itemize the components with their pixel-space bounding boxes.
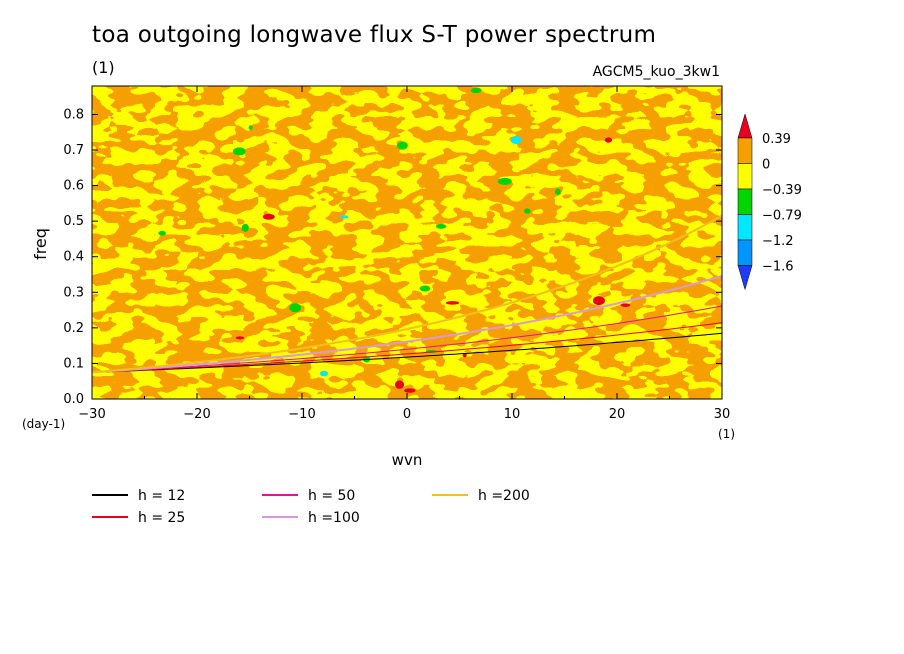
speck bbox=[319, 370, 329, 377]
speck bbox=[394, 380, 405, 389]
speck bbox=[445, 301, 460, 305]
y-unit-label: (day-1) bbox=[22, 417, 65, 431]
colorbar-segment bbox=[737, 214, 753, 241]
y-tick-label: 0.5 bbox=[63, 214, 84, 229]
colorbar-segment bbox=[737, 163, 753, 190]
x-tick-label: −20 bbox=[183, 407, 210, 422]
dispersion-curve-200 bbox=[92, 214, 722, 374]
y-tick-label: 0.1 bbox=[63, 356, 84, 371]
x-unit-label: (1) bbox=[718, 427, 735, 441]
colorbar-level-label: 0 bbox=[762, 158, 770, 173]
dispersion-curves bbox=[92, 214, 722, 374]
speck bbox=[435, 224, 447, 229]
y-tick-label: 0.6 bbox=[63, 179, 84, 194]
speck bbox=[397, 141, 408, 150]
dispersion-curve-12 bbox=[92, 332, 722, 373]
y-tick-label: 0.3 bbox=[63, 285, 84, 300]
contour-field bbox=[92, 86, 722, 399]
legend-label-25: h = 25 bbox=[138, 510, 185, 526]
colorbar-segment bbox=[737, 188, 753, 215]
speck bbox=[340, 215, 349, 219]
colorbar: 0.39 0 −0.39 −0.79 −1.2 −1.6 bbox=[737, 113, 802, 291]
colorbar-segment bbox=[737, 239, 753, 266]
y-tick-label: 0.7 bbox=[63, 143, 84, 158]
x-tick-label: 10 bbox=[504, 407, 521, 422]
x-axis: −30 −20 −10 0 10 20 30 bbox=[78, 86, 730, 422]
y-tick-label: 0.0 bbox=[63, 392, 84, 407]
chart-title: toa outgoing longwave flux S-T power spe… bbox=[92, 22, 657, 48]
speck bbox=[604, 137, 613, 143]
speck bbox=[289, 303, 302, 313]
x-tick-label: 30 bbox=[714, 407, 731, 422]
legend-label-12: h = 12 bbox=[138, 488, 185, 504]
colorbar-segment bbox=[737, 137, 753, 164]
colorbar-level-label: 0.39 bbox=[762, 132, 791, 147]
y-axis-label: freq bbox=[31, 228, 50, 260]
speck bbox=[620, 303, 631, 307]
colorbar-level-label: −0.39 bbox=[762, 183, 802, 198]
colorbar-bottom-arrow bbox=[737, 265, 753, 291]
y-tick-label: 0.2 bbox=[63, 321, 84, 336]
speck bbox=[554, 188, 561, 195]
legend-label-200: h =200 bbox=[478, 488, 530, 504]
speck bbox=[510, 136, 522, 145]
x-tick-label: 20 bbox=[609, 407, 626, 422]
colorbar-level-label: −1.2 bbox=[762, 234, 794, 249]
speck bbox=[241, 223, 249, 232]
speck bbox=[592, 296, 605, 306]
dispersion-curve-25 bbox=[92, 322, 722, 373]
y-axis: 0.0 0.1 0.2 0.3 0.4 0.5 0.6 0.7 0.8 bbox=[63, 107, 722, 407]
speck bbox=[158, 230, 166, 236]
speck bbox=[497, 177, 512, 185]
speck bbox=[404, 388, 416, 393]
colorbar-top-arrow bbox=[737, 113, 753, 139]
speck bbox=[419, 285, 431, 292]
legend-label-100: h =100 bbox=[308, 510, 360, 526]
colorbar-level-label: −1.6 bbox=[762, 260, 794, 275]
speck bbox=[232, 147, 246, 156]
colorbar-level-label: −0.79 bbox=[762, 209, 802, 224]
field-orange-patches bbox=[92, 86, 722, 399]
speck bbox=[470, 87, 482, 94]
x-tick-label: −10 bbox=[288, 407, 315, 422]
x-axis-label: wvn bbox=[392, 451, 423, 469]
y-tick-label: 0.4 bbox=[63, 250, 84, 265]
speck bbox=[248, 125, 253, 130]
chart-subtitle-unit: (1) bbox=[92, 58, 115, 77]
legend: h = 12 h = 25 h = 50 h =100 h =200 bbox=[92, 488, 530, 526]
x-tick-label: 0 bbox=[403, 407, 411, 422]
speck bbox=[262, 213, 275, 220]
y-tick-label: 0.8 bbox=[63, 107, 84, 122]
legend-label-50: h = 50 bbox=[308, 488, 355, 504]
speck bbox=[524, 208, 531, 214]
dispersion-curve-50 bbox=[92, 305, 722, 373]
x-tick-label: −30 bbox=[78, 407, 105, 422]
run-label: AGCM5_kuo_3kw1 bbox=[592, 64, 720, 80]
dispersion-curve-100 bbox=[92, 274, 722, 374]
speck bbox=[235, 336, 245, 340]
